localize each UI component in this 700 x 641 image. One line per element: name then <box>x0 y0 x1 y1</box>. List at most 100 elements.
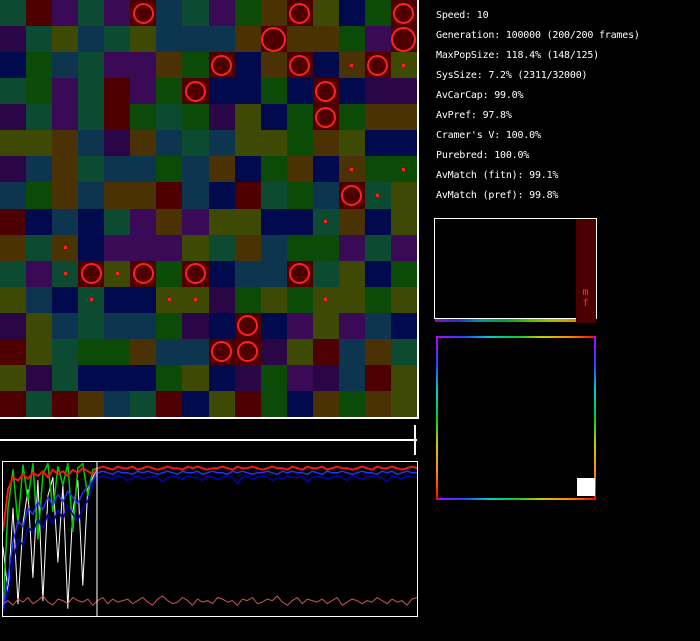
world-tile <box>156 156 183 183</box>
world-tile <box>338 78 365 105</box>
world-tile <box>338 130 365 157</box>
world-tile <box>78 182 105 209</box>
agent-circle <box>315 106 337 128</box>
world-tile <box>104 312 131 339</box>
agent-dot <box>324 220 328 224</box>
world-tile <box>182 312 209 339</box>
world-tile <box>208 78 235 105</box>
world-tile <box>26 364 53 391</box>
world-tile <box>78 52 105 79</box>
world-tile <box>0 182 27 209</box>
world-tile <box>260 286 287 313</box>
world-tile <box>260 78 287 105</box>
agent-circle <box>211 341 233 363</box>
world-tile <box>286 26 313 53</box>
world-tile <box>26 338 53 365</box>
world-tile <box>312 390 339 417</box>
world-tile <box>208 104 235 131</box>
world-tile <box>312 52 339 79</box>
agent-circle <box>391 26 417 52</box>
agent-circle <box>367 54 389 76</box>
world-tile <box>156 364 183 391</box>
world-tile <box>130 182 157 209</box>
world-tile <box>312 364 339 391</box>
stat-line: MaxPopSize: 118.4% (148/125) <box>436 50 599 61</box>
world-tile <box>182 338 209 365</box>
world-tile <box>312 26 339 53</box>
chart-series-white <box>3 466 417 609</box>
world-tile <box>234 390 261 417</box>
world-tile <box>182 26 209 53</box>
world-tile <box>390 260 417 287</box>
world-tile <box>338 260 365 287</box>
gene-map-border-bottom <box>436 498 596 500</box>
world-tile <box>338 390 365 417</box>
world-grid[interactable] <box>0 0 419 419</box>
world-tile <box>78 208 105 235</box>
sex-labels: m f <box>576 287 596 309</box>
world-tile <box>0 208 27 235</box>
world-tile <box>364 364 391 391</box>
world-tile <box>52 156 79 183</box>
world-tile <box>234 26 261 53</box>
world-tile <box>26 390 53 417</box>
agent-dot <box>350 63 354 67</box>
agent-dot <box>350 167 354 171</box>
agent-circle <box>184 80 206 102</box>
world-tile <box>104 156 131 183</box>
world-tile <box>390 104 417 131</box>
timeline-handle[interactable] <box>414 425 416 455</box>
world-tile <box>312 130 339 157</box>
world-tile <box>286 104 313 131</box>
world-tile <box>26 182 53 209</box>
world-tile <box>312 312 339 339</box>
population-histogram: m f <box>434 218 597 323</box>
world-tile <box>26 286 53 313</box>
timeline-track[interactable] <box>0 439 417 441</box>
world-tile <box>390 78 417 105</box>
world-tile <box>104 338 131 365</box>
world-tile <box>104 104 131 131</box>
world-tile <box>78 364 105 391</box>
world-tile <box>286 156 313 183</box>
world-tile <box>156 52 183 79</box>
world-tile <box>52 338 79 365</box>
world-tile <box>390 312 417 339</box>
world-tile <box>156 182 183 209</box>
world-tile <box>78 0 105 27</box>
world-tile <box>104 286 131 313</box>
world-tile <box>156 130 183 157</box>
world-tile <box>104 130 131 157</box>
world-tile <box>260 104 287 131</box>
world-tile <box>130 52 157 79</box>
world-tile <box>182 208 209 235</box>
histogram-bar: m f <box>576 219 596 323</box>
world-tile <box>234 182 261 209</box>
world-tile <box>364 390 391 417</box>
world-tile <box>52 130 79 157</box>
world-tile <box>390 234 417 261</box>
world-tile <box>156 0 183 27</box>
stat-line: Speed: 10 <box>436 10 489 21</box>
world-tile <box>208 130 235 157</box>
chart-series-blue-dark <box>3 475 417 614</box>
world-tile <box>0 364 27 391</box>
world-tile <box>208 182 235 209</box>
world-tile <box>182 104 209 131</box>
world-tile <box>260 130 287 157</box>
world-tile <box>364 286 391 313</box>
agent-circle <box>211 54 233 76</box>
agent-circle <box>315 80 337 102</box>
world-tile <box>208 26 235 53</box>
world-tile <box>104 182 131 209</box>
world-tile <box>312 260 339 287</box>
world-tile <box>364 312 391 339</box>
world-tile <box>338 104 365 131</box>
world-tile <box>104 208 131 235</box>
agent-circle <box>289 263 311 285</box>
agent-dot <box>63 246 67 250</box>
world-tile <box>390 182 417 209</box>
world-tile <box>234 104 261 131</box>
agent-dot <box>167 298 171 302</box>
world-tile <box>260 260 287 287</box>
